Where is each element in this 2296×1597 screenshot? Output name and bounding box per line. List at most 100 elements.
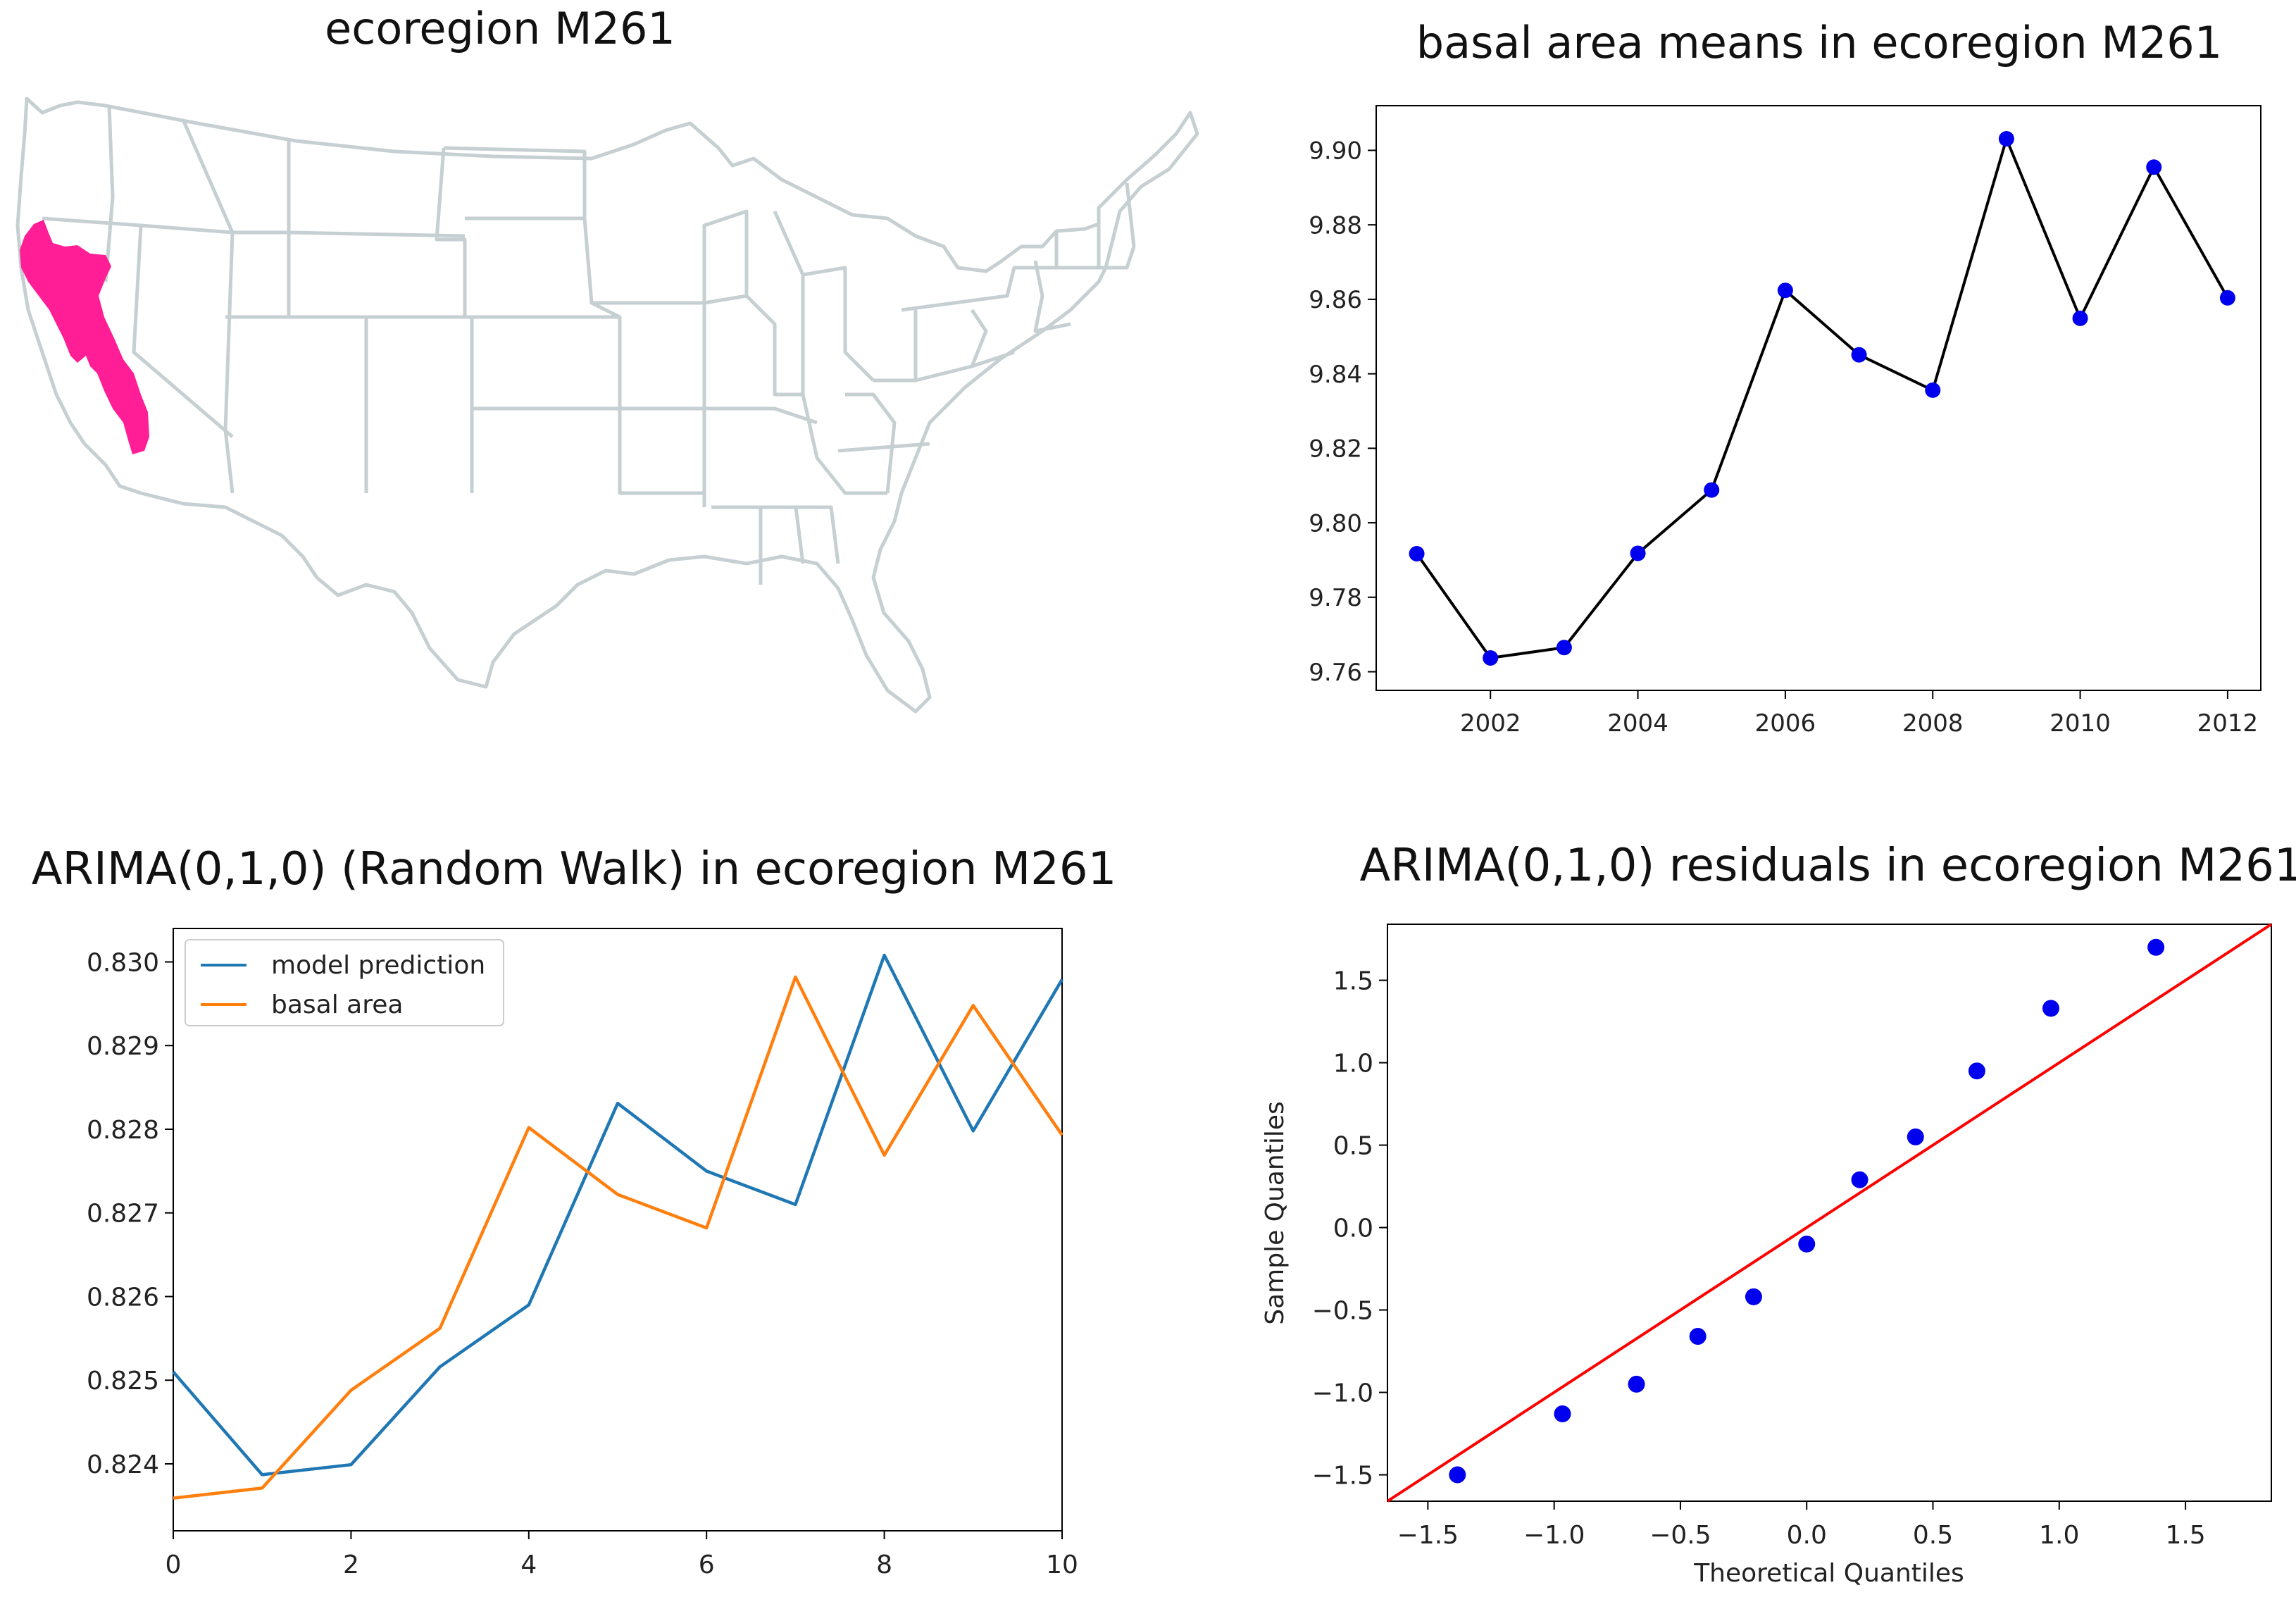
arima-prediction-chart: ARIMA(0,1,0) (Random Walk) in ecoregion … xyxy=(32,843,1117,1579)
basal-area-means-chart: basal area means in ecoregion M261 9.769… xyxy=(1309,17,2261,738)
chart3-ytick-label: −1.5 xyxy=(1312,1462,1373,1491)
chart1-ytick-label: 9.86 xyxy=(1309,286,1362,314)
chart3-residual-point xyxy=(2147,938,2165,956)
chart1-ytick-label: 9.78 xyxy=(1309,584,1362,612)
chart1-x-ticks: 2002 2004 2006 2008 2010 2012 xyxy=(1460,690,2258,738)
chart3-x-axis-label: Theoretical Quantiles xyxy=(1693,1559,1964,1588)
chart3-residual-point xyxy=(1449,1466,1466,1484)
chart1-data-point xyxy=(1704,482,1720,498)
chart1-ytick-label: 9.82 xyxy=(1309,435,1362,464)
chart2-xtick-label: 6 xyxy=(699,1551,715,1579)
chart3-xtick-label: 0.5 xyxy=(1913,1521,1953,1550)
chart3-xtick-label: −1.5 xyxy=(1397,1521,1459,1550)
chart1-title: basal area means in ecoregion M261 xyxy=(1416,17,2222,68)
map-fill-white-patch xyxy=(704,1,709,6)
chart1-xtick-label: 2010 xyxy=(2049,709,2111,738)
chart3-residual-point xyxy=(1907,1128,1924,1145)
chart2-x-ticks: 0 2 4 6 8 10 xyxy=(166,1531,1078,1579)
chart2-ytick-label: 0.826 xyxy=(87,1283,159,1312)
chart3-xtick-label: 1.5 xyxy=(2165,1521,2205,1550)
chart2-series xyxy=(172,953,1063,1500)
chart3-ytick-label: −1.0 xyxy=(1312,1379,1373,1408)
chart1-data-point xyxy=(1851,347,1867,363)
chart1-data-point xyxy=(1630,545,1646,561)
chart2-ytick-label: 0.830 xyxy=(87,948,159,977)
chart2-y-ticks: 0.824 0.825 0.826 0.827 0.828 0.829 0.830 xyxy=(87,948,173,1479)
chart1-xtick-label: 2008 xyxy=(1902,709,1964,738)
chart3-reference-line xyxy=(1386,923,2273,1503)
chart1-data-point xyxy=(1409,545,1425,561)
chart1-data-point xyxy=(2219,290,2235,306)
chart3-xtick-label: 0.0 xyxy=(1787,1521,1827,1550)
map-title: ecoregion M261 xyxy=(325,3,675,54)
chart2-xtick-label: 2 xyxy=(343,1551,359,1579)
chart1-ytick-label: 9.84 xyxy=(1309,361,1362,389)
state-borders xyxy=(42,105,1136,585)
chart2-ytick-label: 0.825 xyxy=(87,1367,159,1396)
chart1-ytick-label: 9.90 xyxy=(1309,137,1362,166)
chart1-xtick-label: 2012 xyxy=(2197,709,2259,738)
chart2-ytick-label: 0.827 xyxy=(87,1200,159,1229)
chart3-residual-point xyxy=(1745,1288,1762,1305)
chart1-xtick-label: 2002 xyxy=(1460,709,1521,738)
chart1-plot-frame xyxy=(1375,105,2261,691)
chart3-plot-frame xyxy=(1387,924,2272,1502)
chart3-xtick-label: 1.0 xyxy=(2039,1521,2079,1550)
chart2-xtick-label: 4 xyxy=(520,1551,537,1579)
chart3-title: ARIMA(0,1,0) residuals in ecoregion M261 xyxy=(1359,840,2296,892)
chart1-y-ticks: 9.76 9.78 9.80 9.82 9.84 9.86 9.88 9.90 xyxy=(1309,137,1376,687)
chart1-ytick-label: 9.80 xyxy=(1309,509,1362,537)
chart3-residual-point xyxy=(1968,1062,1985,1080)
chart2-ytick-label: 0.829 xyxy=(87,1032,159,1061)
chart1-ytick-label: 9.76 xyxy=(1309,659,1362,687)
chart1-data-point xyxy=(1925,382,1941,398)
chart2-line-model-prediction xyxy=(172,953,1063,1477)
chart3-xtick-label: −1.0 xyxy=(1523,1521,1585,1550)
chart1-data-point xyxy=(2072,310,2088,326)
chart3-ytick-label: 0.0 xyxy=(1333,1214,1373,1243)
chart3-y-ticks: −1.5 −1.0 −0.5 0.0 0.5 1.0 1.5 xyxy=(1312,967,1387,1491)
chart3-residual-point xyxy=(1628,1375,1645,1393)
chart3-ytick-label: 0.5 xyxy=(1333,1132,1373,1161)
chart3-ytick-label: −0.5 xyxy=(1312,1297,1373,1326)
map-panel: ecoregion M261 xyxy=(15,1,1199,714)
legend-label-prediction: model prediction xyxy=(271,951,485,980)
chart1-series xyxy=(1409,131,2235,666)
chart2-ytick-label: 0.828 xyxy=(87,1116,159,1145)
chart2-title: ARIMA(0,1,0) (Random Walk) in ecoregion … xyxy=(32,843,1117,895)
chart2-plot-frame xyxy=(173,928,1063,1531)
chart3-residual-point xyxy=(1689,1328,1707,1345)
chart1-data-point xyxy=(2146,159,2162,175)
chart3-residual-point xyxy=(2042,1000,2059,1017)
chart1-data-point xyxy=(1556,640,1572,656)
chart2-legend: model prediction basal area xyxy=(185,939,504,1026)
legend-label-observed: basal area xyxy=(271,990,403,1019)
chart3-xtick-label: −0.5 xyxy=(1649,1521,1711,1550)
chart1-xtick-label: 2004 xyxy=(1607,709,1668,738)
legend-box xyxy=(185,939,504,1026)
chart1-mean-line xyxy=(1415,135,2229,660)
chart3-residual-point xyxy=(1554,1405,1571,1422)
ecoregion-highlight xyxy=(20,220,149,454)
chart3-residual-point xyxy=(1798,1235,1816,1253)
chart3-ytick-label: 1.0 xyxy=(1333,1050,1373,1079)
chart3-y-axis-label: Sample Quantiles xyxy=(1261,1101,1290,1324)
chart2-xtick-label: 8 xyxy=(876,1551,892,1579)
arima-residuals-qq-chart: ARIMA(0,1,0) residuals in ecoregion M261… xyxy=(1261,840,2296,1588)
chart3-series xyxy=(1386,923,2273,1503)
us-outline xyxy=(15,97,1199,714)
chart1-data-point xyxy=(1998,131,2014,147)
chart1-xtick-label: 2006 xyxy=(1755,709,1816,738)
chart2-xtick-label: 10 xyxy=(1046,1551,1078,1579)
chart2-ytick-label: 0.824 xyxy=(87,1450,159,1479)
chart2-xtick-label: 0 xyxy=(166,1551,182,1579)
chart2-line-basal-area xyxy=(173,975,1063,1500)
chart1-ytick-label: 9.88 xyxy=(1309,211,1362,240)
chart1-data-point xyxy=(1777,282,1793,299)
chart3-ytick-label: 1.5 xyxy=(1333,967,1373,996)
chart3-x-ticks: −1.5 −1.0 −0.5 0.0 0.5 1.0 1.5 xyxy=(1397,1501,2206,1550)
us-state-map xyxy=(15,97,1199,714)
chart3-residual-point xyxy=(1851,1171,1868,1188)
chart1-data-point xyxy=(1483,650,1499,666)
